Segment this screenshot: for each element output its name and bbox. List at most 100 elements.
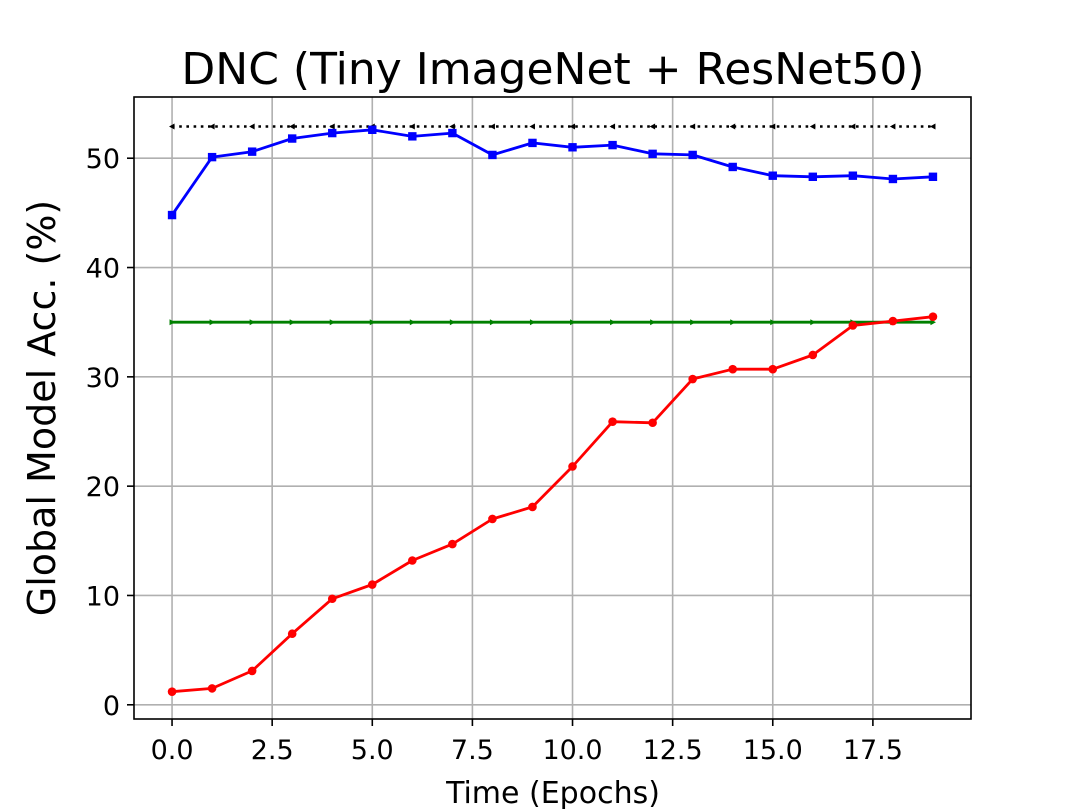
series-0-point	[809, 123, 816, 130]
series-3-point	[287, 629, 297, 639]
series-1-point	[848, 171, 858, 180]
series-3-point	[327, 594, 337, 604]
x-tick-label: 0.0	[151, 735, 194, 766]
series-3-point	[928, 312, 938, 322]
series-3-point	[488, 514, 497, 524]
series-layer	[167, 123, 938, 696]
y-tick-label: 10	[86, 581, 120, 612]
chart-title: DNC (Tiny ImageNet + ResNet50)	[181, 44, 924, 95]
series-1-point	[648, 149, 657, 159]
series-1-point	[808, 172, 818, 181]
series-3-point	[728, 364, 738, 374]
series-1	[167, 125, 938, 220]
series-2-point	[169, 319, 176, 326]
series-2-point	[209, 319, 216, 326]
series-3-line	[171, 315, 934, 694]
series-1-point	[608, 140, 617, 150]
series-1-point	[928, 172, 938, 181]
x-tick-label: 2.5	[251, 735, 294, 766]
series-1-point	[488, 150, 497, 160]
series-0-point	[329, 123, 335, 130]
series-3-point	[408, 556, 417, 565]
series-3-point	[448, 539, 457, 549]
series-3-point	[648, 418, 657, 428]
series-0-point	[449, 123, 455, 130]
series-2-point	[289, 319, 296, 326]
series-2-point	[369, 319, 376, 326]
series-3-point	[848, 321, 858, 330]
series-3-point	[768, 364, 778, 374]
series-0-point	[929, 123, 936, 130]
y-tick-label: 0	[103, 691, 120, 722]
series-0-point	[209, 123, 215, 130]
plot-frame	[133, 96, 972, 720]
series-2-point	[770, 319, 776, 326]
series-0-point	[649, 123, 656, 130]
y-tick-label: 30	[86, 363, 120, 394]
series-2	[169, 319, 936, 326]
series-0-point	[529, 123, 535, 130]
series-2-point	[529, 319, 536, 326]
series-1-point	[528, 138, 537, 148]
series-0-point	[689, 123, 696, 130]
series-2-point	[610, 319, 616, 326]
series-1-point	[368, 125, 377, 134]
series-1-point	[888, 174, 898, 184]
series-0-point	[489, 123, 495, 130]
series-1-point	[688, 150, 697, 160]
series-1-point	[728, 162, 737, 172]
series-1-point	[207, 152, 217, 162]
series-3-point	[808, 350, 818, 360]
series-1-point	[328, 128, 337, 138]
series-1-point	[167, 210, 177, 220]
x-tick-label: 17.5	[843, 735, 903, 766]
series-0-point	[249, 123, 255, 130]
series-0-point	[409, 123, 415, 130]
series-3-point	[528, 502, 537, 512]
series-2-point	[690, 319, 696, 326]
series-3-point	[888, 316, 898, 326]
x-tick-label: 12.5	[643, 735, 703, 766]
series-2-point	[409, 319, 416, 326]
series-2-point	[730, 319, 736, 326]
series-2-point	[650, 319, 656, 326]
x-tick-label: 10.0	[542, 735, 602, 766]
series-1-point	[448, 128, 457, 138]
y-tick-label: 50	[86, 144, 120, 175]
series-3-point	[568, 462, 577, 471]
series-3-point	[247, 666, 257, 676]
x-tick-label: 7.5	[451, 735, 494, 766]
series-2-point	[449, 319, 456, 326]
series-0-point	[169, 123, 175, 130]
series-0-point	[769, 123, 776, 130]
series-0-point	[609, 123, 616, 130]
series-2-point	[329, 319, 336, 326]
x-axis: 0.0 2.5 5.0 7.5 10.0 12.5 15.0 17.5	[151, 719, 903, 766]
series-1-point	[568, 143, 577, 152]
series-0-point	[849, 123, 856, 130]
y-tick-label: 20	[86, 472, 120, 503]
series-3-point	[367, 580, 377, 589]
x-tick-label: 5.0	[351, 735, 394, 766]
series-1-point	[247, 147, 257, 156]
series-1-point	[768, 171, 777, 180]
series-0-point	[289, 123, 295, 130]
series-3	[167, 312, 938, 696]
y-axis-label: Global Model Acc. (%)	[20, 200, 64, 617]
y-axis: 0 10 20 30 40 50	[86, 144, 134, 722]
series-3-point	[207, 684, 217, 693]
y-tick-label: 40	[86, 254, 120, 285]
series-0-point	[729, 123, 736, 130]
series-2-point	[489, 319, 496, 326]
series-3-point	[608, 417, 617, 426]
series-0-point	[889, 123, 896, 130]
series-1-line	[170, 128, 934, 216]
series-0-point	[569, 123, 576, 130]
grid	[134, 97, 971, 719]
series-3-point	[167, 687, 177, 696]
series-1-point	[408, 132, 417, 141]
series-2-point	[810, 319, 816, 326]
series-1-point	[287, 134, 297, 143]
x-tick-label: 15.0	[743, 735, 803, 766]
